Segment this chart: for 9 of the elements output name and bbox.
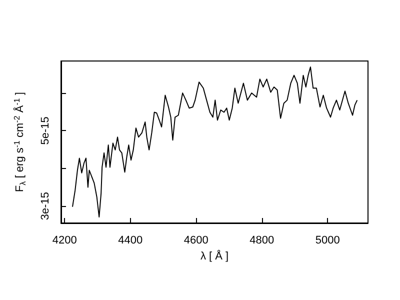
x-tick-label: 4600 xyxy=(184,234,208,246)
x-tick-label: 5000 xyxy=(315,234,340,246)
x-axis-title: λ [ Å ] xyxy=(200,249,229,262)
x-tick-label: 4400 xyxy=(118,234,143,246)
text: Fλ [ erg s-1 cm-2 Å-1 ] xyxy=(12,92,28,192)
y-tick-label: 5e-15 xyxy=(40,116,52,145)
x-tick-label: 4800 xyxy=(250,234,274,246)
y-tick-label: 3e-15 xyxy=(40,192,52,220)
x-tick-label: 4200 xyxy=(52,234,77,246)
